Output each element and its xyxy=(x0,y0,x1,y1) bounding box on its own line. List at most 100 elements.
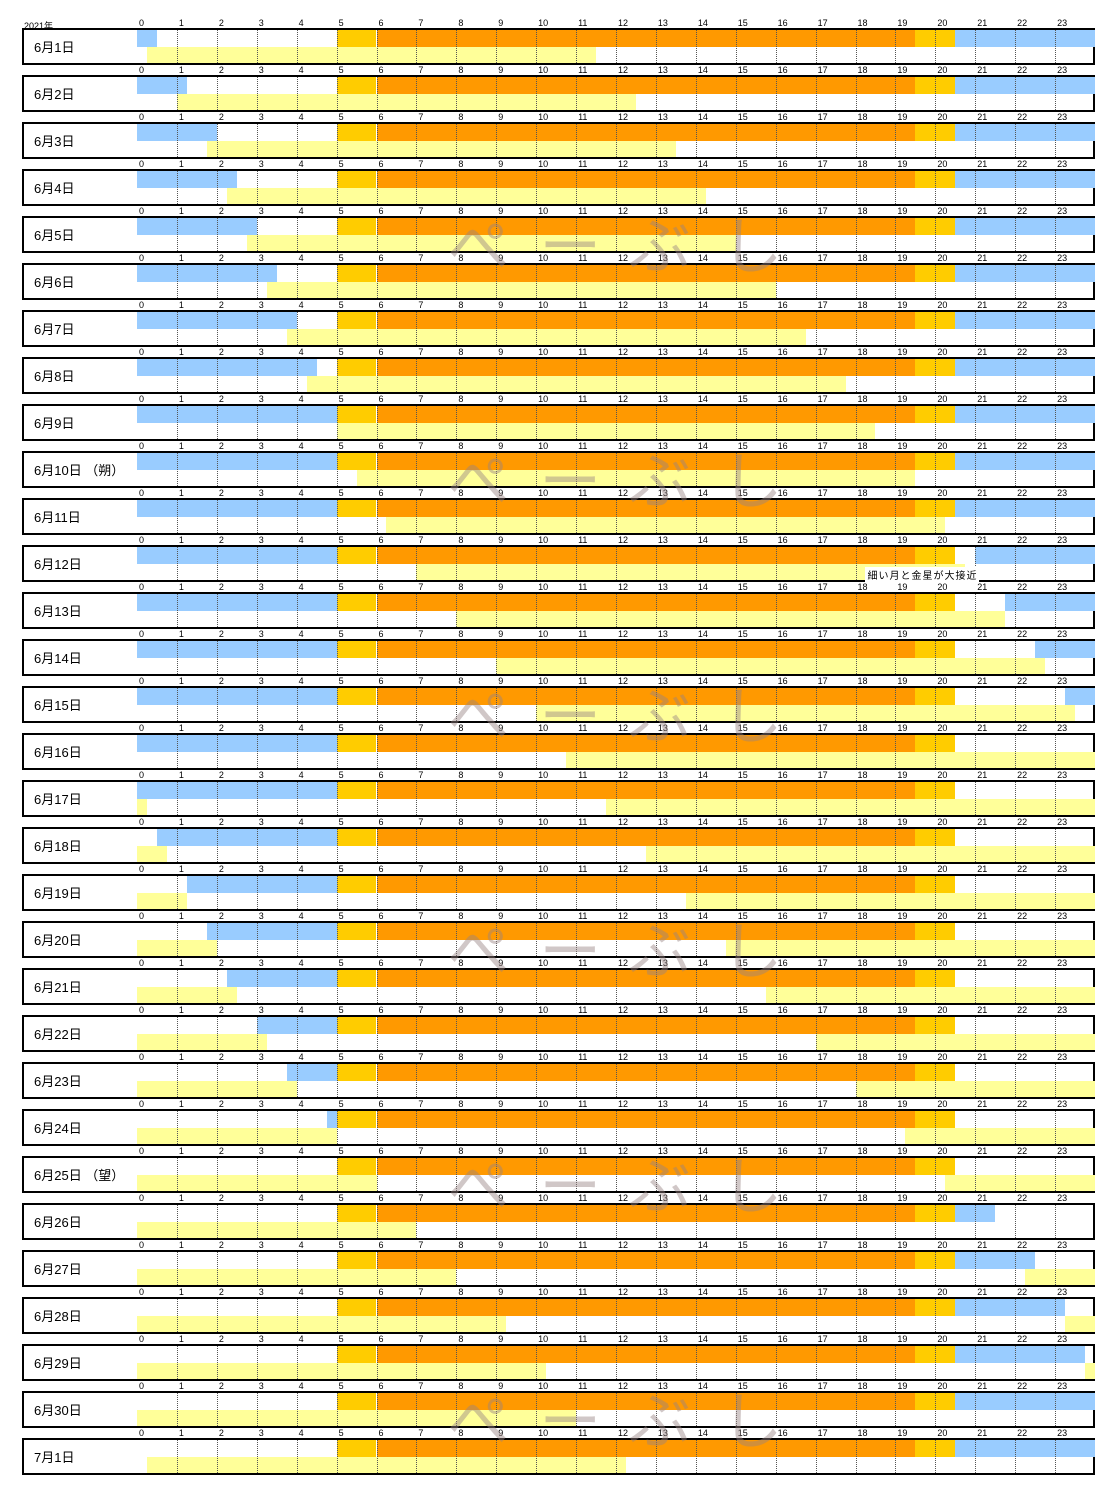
hour-gridline xyxy=(975,594,977,627)
hour-gridline xyxy=(855,500,857,533)
day-row: 6月11日 xyxy=(22,498,1095,535)
hour-tick-label: 8 xyxy=(458,206,464,216)
hour-tick-label: 14 xyxy=(697,18,708,28)
hour-gridline xyxy=(216,218,218,251)
hour-gridline xyxy=(655,359,657,392)
hour-gridline xyxy=(536,218,538,251)
day-plot xyxy=(137,1346,1095,1379)
hour-tick-label: 13 xyxy=(657,535,668,545)
hour-gridline xyxy=(336,1440,338,1473)
hour-gridline xyxy=(655,1111,657,1144)
hour-gridline xyxy=(496,641,498,674)
hour-gridline xyxy=(895,218,897,251)
hour-gridline xyxy=(775,1346,777,1379)
hour-gridline xyxy=(416,500,418,533)
hour-tick-label: 19 xyxy=(897,206,908,216)
hour-tick-label: 12 xyxy=(618,1099,629,1109)
sun-twilight-bar xyxy=(336,500,377,517)
moon-visible-bar xyxy=(137,1128,337,1144)
hour-tick-label: 19 xyxy=(897,347,908,357)
hour-tick-label: 12 xyxy=(618,1240,629,1250)
sun-daytime-bar xyxy=(376,1064,916,1081)
hour-tick-label: 16 xyxy=(777,535,788,545)
hour-tick-label: 12 xyxy=(618,1287,629,1297)
hour-tick-label: 0 xyxy=(139,817,145,827)
hour-tick-label: 23 xyxy=(1057,1005,1068,1015)
hour-gridline xyxy=(1055,876,1057,909)
hour-gridline xyxy=(576,641,578,674)
hour-gridline xyxy=(536,1111,538,1144)
hour-gridline xyxy=(416,406,418,439)
hour-gridline xyxy=(815,1346,817,1379)
hour-tick-label: 14 xyxy=(697,206,708,216)
hour-tick-label: 0 xyxy=(139,1099,145,1109)
hour-gridline xyxy=(496,453,498,486)
day-plot xyxy=(137,1299,1095,1332)
hour-tick-label: 19 xyxy=(897,1381,908,1391)
day-plot xyxy=(137,406,1095,439)
hour-gridline xyxy=(496,1158,498,1191)
hour-tick-label: 2 xyxy=(218,1052,224,1062)
moon-visible-bar xyxy=(336,423,876,439)
hour-tick-label: 12 xyxy=(618,1334,629,1344)
hour-gridline xyxy=(416,782,418,815)
hour-tick-label: 10 xyxy=(538,112,549,122)
moon-bar xyxy=(955,124,1095,141)
hour-gridline xyxy=(216,829,218,862)
hour-gridline xyxy=(456,1017,458,1050)
hour-tick-label: 21 xyxy=(977,864,988,874)
hour-gridline xyxy=(416,265,418,298)
moon-visible-bar xyxy=(606,799,1095,815)
hour-gridline xyxy=(336,406,338,439)
hour-tick-label: 1 xyxy=(178,770,184,780)
hour-gridline xyxy=(256,359,258,392)
hour-gridline xyxy=(735,1111,737,1144)
hour-gridline xyxy=(536,923,538,956)
day-plot xyxy=(137,453,1095,486)
hour-tick-label: 15 xyxy=(737,958,748,968)
hour-tick-label: 22 xyxy=(1017,629,1028,639)
hour-tick-label: 8 xyxy=(458,1381,464,1391)
hour-gridline xyxy=(775,641,777,674)
hour-gridline xyxy=(1015,218,1017,251)
hour-tick-label: 17 xyxy=(817,1381,828,1391)
hour-gridline xyxy=(496,30,498,63)
hour-gridline xyxy=(216,500,218,533)
hour-gridline xyxy=(895,829,897,862)
hour-tick-label: 7 xyxy=(418,1193,424,1203)
hour-tick-label: 12 xyxy=(618,676,629,686)
hour-gridline xyxy=(735,1393,737,1426)
hour-tick-label: 14 xyxy=(697,958,708,968)
moon-bar xyxy=(137,688,337,705)
hour-tick-label: 22 xyxy=(1017,65,1028,75)
hour-tick-label: 13 xyxy=(657,1146,668,1156)
hour-gridline xyxy=(216,265,218,298)
hour-gridline xyxy=(176,359,178,392)
hour-gridline xyxy=(935,1205,937,1238)
hour-tick-label: 20 xyxy=(937,159,948,169)
hour-tick-label: 4 xyxy=(298,65,304,75)
hour-tick-label: 1 xyxy=(178,1287,184,1297)
hour-gridline xyxy=(496,876,498,909)
hour-gridline xyxy=(616,1440,617,1473)
hour-tick-label: 20 xyxy=(937,1193,948,1203)
hour-tick-label: 12 xyxy=(618,770,629,780)
hour-gridline xyxy=(655,1158,657,1191)
hour-tick-label: 14 xyxy=(697,1193,708,1203)
hour-tick-label: 5 xyxy=(338,253,344,263)
hour-gridline xyxy=(935,594,937,627)
hour-gridline xyxy=(1055,77,1057,110)
hour-gridline xyxy=(416,1017,418,1050)
hour-gridline xyxy=(536,594,538,627)
hour-tick-label: 4 xyxy=(298,347,304,357)
hour-tick-label: 9 xyxy=(498,1240,504,1250)
hour-tick-label: 0 xyxy=(139,911,145,921)
hour-tick-label: 11 xyxy=(578,1428,588,1438)
hour-tick-label: 2 xyxy=(218,1193,224,1203)
hour-gridline xyxy=(1015,594,1017,627)
hour-gridline xyxy=(695,312,697,345)
hour-tick-label: 14 xyxy=(697,159,708,169)
moon-visible-bar xyxy=(266,282,776,298)
hour-gridline xyxy=(1055,359,1057,392)
hour-tick-label: 12 xyxy=(618,817,629,827)
